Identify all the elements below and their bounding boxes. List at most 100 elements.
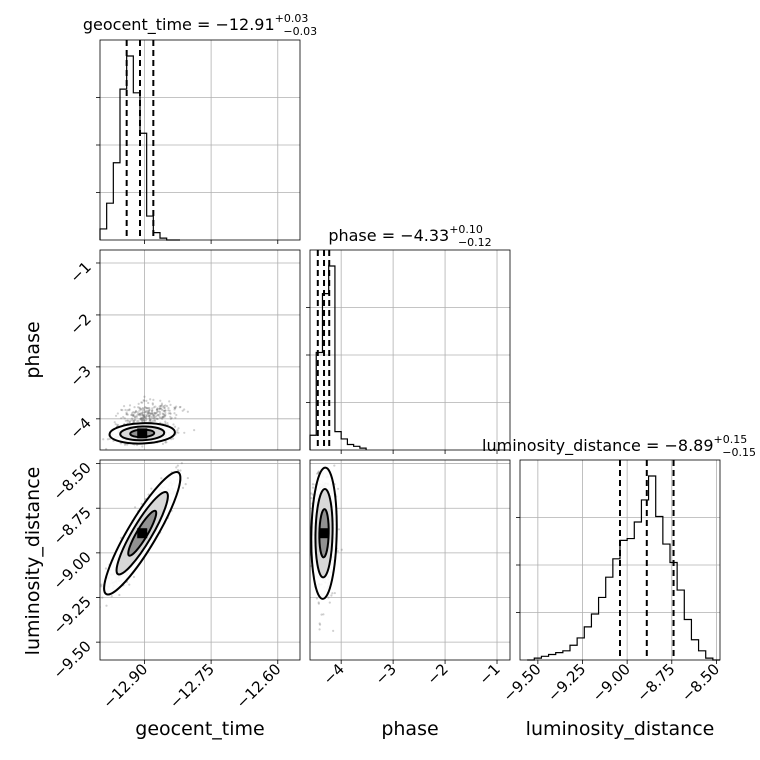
sample-dot-0a-945: [114, 423, 117, 426]
histogram-panel-luminosity_distance: [516, 459, 721, 661]
sample-dot-0b-89: [151, 417, 154, 420]
sample-dot-0b-226: [162, 412, 165, 416]
sample-dot-0a-79: [173, 425, 177, 428]
sample-dot-0b-137: [141, 407, 144, 410]
sample-dot-0b-166: [167, 412, 170, 415]
tick-label-y-phase-2: −2: [66, 310, 94, 338]
sample-dot-0b-205: [122, 405, 126, 408]
sample-dot-0b-181: [142, 411, 145, 414]
title-luminosity-distance-minus: −0.15: [722, 446, 756, 459]
sample-dot-0b-96: [157, 414, 160, 417]
sample-dot-0b-112: [186, 410, 189, 413]
title-geocent-time-minus: −0.03: [283, 25, 317, 38]
sample-dot-0a-789: [161, 442, 165, 445]
sample-dot-2a-85: [336, 487, 340, 490]
sample-dot-2a-674: [318, 628, 321, 631]
sample-dot-2a-518: [333, 464, 336, 467]
sample-dot-0b-84: [145, 407, 148, 410]
sample-dot-1a-202: [184, 483, 187, 486]
sample-dot-0a-53: [164, 422, 167, 425]
sample-dot-2a-466: [321, 454, 323, 456]
sample-dot-0b-180: [148, 415, 151, 418]
sample-dot-0b-88: [149, 412, 152, 415]
sample-dot-0b-217: [148, 407, 151, 410]
sample-dot-1a-428: [176, 468, 180, 472]
sample-dot-2a-520: [318, 623, 322, 626]
tick-label-y-luminosity_distance-0: −9.50: [50, 637, 95, 682]
sample-dot-0b-253: [145, 399, 148, 403]
sample-dot-0b-82: [161, 409, 164, 412]
sample-dot-0b-2: [158, 407, 161, 410]
sample-dot-0a-447: [141, 445, 144, 448]
sample-dot-0b-42: [121, 408, 124, 412]
frame-luminosity_distance: [519, 459, 721, 661]
ylabel-phase: phase: [22, 321, 44, 378]
sample-dot-0b-233: [179, 405, 182, 409]
density-peak-1: [137, 528, 148, 539]
sample-dot-1a-920: [176, 464, 179, 467]
title-phase-median: −4.33: [400, 226, 449, 245]
sample-dot-0b-192: [151, 413, 154, 416]
sample-dot-2a-415: [328, 601, 331, 604]
sample-dot-0b-100: [126, 409, 129, 412]
sample-dot-0b-107: [158, 413, 162, 416]
sample-dot-0b-202: [120, 417, 123, 420]
sample-dot-0b-154: [159, 404, 162, 408]
sample-dot-0b-20: [148, 419, 152, 422]
sample-dot-0b-87: [161, 412, 164, 415]
sample-dot-0b-150: [163, 414, 166, 417]
sample-dot-2a-183: [311, 483, 315, 486]
tick-label-x-geocent_time-1: −12.75: [166, 660, 218, 712]
title-geocent-time-median: −12.91: [215, 15, 274, 34]
sample-dot-1a-797: [175, 466, 178, 469]
tick-label-x-luminosity_distance-2: −9.00: [589, 660, 634, 705]
sample-dot-0b-24: [140, 401, 143, 404]
sample-dot-0b-251: [140, 408, 143, 411]
tick-label-y-phase-0: −4: [66, 414, 94, 442]
sample-dot-0b-125: [141, 417, 144, 420]
title-phase-plus: +0.10: [449, 223, 483, 236]
sample-dot-0b-132: [152, 414, 156, 418]
sample-dot-0b-117: [132, 411, 135, 414]
sample-dot-0a-98: [171, 437, 175, 440]
sample-dot-0b-240: [138, 413, 141, 416]
sample-dot-0b-128: [133, 405, 136, 409]
sample-dot-2a-701: [317, 470, 320, 473]
frame-2-phase-luminosity_distance: [309, 459, 511, 661]
sample-dot-0b-231: [138, 406, 141, 409]
sample-dot-1a-943: [110, 595, 113, 598]
sample-dot-0b-171: [153, 413, 156, 416]
sample-dot-0b-197: [138, 407, 141, 410]
sample-dot-0b-215: [147, 413, 150, 416]
sample-dot-0b-164: [160, 402, 164, 405]
histogram-geocent_time: [99, 55, 180, 241]
histogram-luminosity_distance: [527, 475, 720, 661]
sample-dot-0b-229: [154, 405, 157, 408]
sample-dot-0b-167: [153, 419, 157, 423]
sample-dot-0a-964: [132, 420, 135, 423]
sample-dot-0a-712: [108, 437, 111, 441]
sample-dot-0b-214: [154, 415, 157, 419]
sample-dot-0b-237: [136, 406, 140, 409]
sample-dot-1a-643: [105, 604, 108, 607]
sample-dot-0b-61: [160, 408, 163, 411]
sample-dot-0b-26: [161, 417, 164, 420]
sample-dot-0b-16: [144, 410, 147, 414]
sample-dot-0b-247: [159, 399, 162, 402]
tick-label-x-luminosity_distance-3: −8.75: [633, 660, 678, 705]
sample-dot-0b-126: [178, 406, 181, 409]
sample-dot-0b-77: [124, 408, 127, 412]
sample-dot-0b-92: [155, 408, 158, 412]
sample-dot-1a-553: [97, 585, 99, 587]
scatter-panel-geocent_time-luminosity_distance: [97, 459, 301, 661]
sample-dot-0b-236: [148, 408, 151, 411]
sample-dot-0b-47: [158, 407, 162, 410]
sample-dot-0b-114: [127, 419, 130, 422]
sample-dot-0b-177: [158, 415, 161, 418]
sample-dot-0b-144: [122, 415, 125, 419]
sample-dot-0b-221: [156, 410, 159, 413]
tick-label-x-phase-1: −3: [372, 660, 400, 688]
sample-dot-0b-198: [154, 412, 157, 415]
sample-dot-0b-60: [159, 411, 162, 414]
